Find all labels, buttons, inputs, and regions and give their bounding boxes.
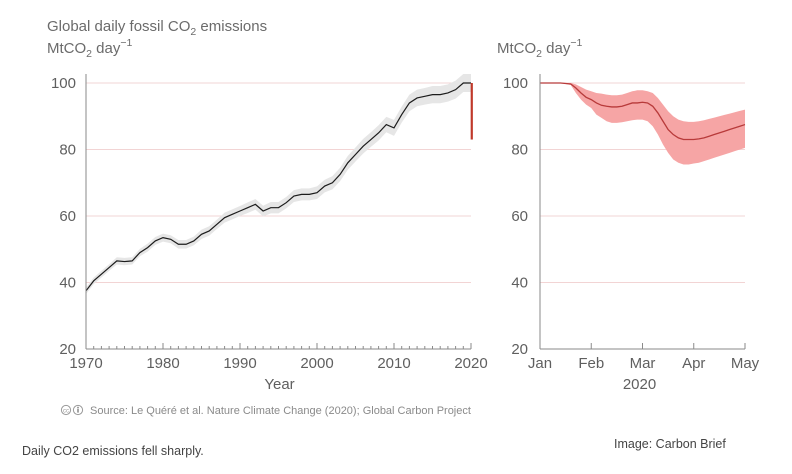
image-credit: Image: Carbon Brief [614,437,726,451]
right-x-tick-label: May [731,355,760,372]
left-x-tick-label: 2020 [454,355,487,372]
figure-svg: Global daily fossil CO2 emissions MtCO2 … [47,18,760,417]
right-x-tick-label: Apr [682,355,705,372]
creative-commons-icon: cc [60,404,84,416]
right-x-tick-label: Mar [630,355,656,372]
right-y-tick-label: 40 [511,275,528,292]
caption: Daily CO2 emissions fell sharply. [22,444,204,458]
left-y-tick-label: 60 [59,208,76,225]
right-chart: 20 40 60 80 100 Jan Feb Mar Apr May 2020 [503,74,760,393]
right-y-axis-label: MtCO2 day−1 [497,37,583,60]
left-x-tick-label: 1990 [223,355,256,372]
left-uncertainty-band [86,74,471,295]
left-x-axis-title: Year [264,376,294,393]
left-y-tick-label: 80 [59,142,76,159]
left-y-axis-label: MtCO2 day−1 [47,37,133,60]
right-uncertainty-band [540,83,745,165]
right-y-tick-label: 20 [511,341,528,358]
right-x-axis-title: 2020 [623,376,656,393]
right-emissions-line [540,82,746,141]
left-y-tick-label: 100 [51,75,76,92]
left-x-tick-label: 2000 [300,355,333,372]
figure-panel: Global daily fossil CO2 emissions MtCO2 … [47,18,760,417]
left-emissions-line [85,82,471,292]
right-y-tick-label: 60 [511,208,528,225]
source-text: Source: Le Quéré et al. Nature Climate C… [90,405,471,417]
left-x-tick-label: 2010 [377,355,410,372]
right-y-tick-label: 100 [503,75,528,92]
left-y-tick-label: 20 [59,341,76,358]
svg-text:cc: cc [63,409,69,415]
left-x-tick-label: 1970 [69,355,102,372]
right-x-tick-label: Jan [528,355,552,372]
left-x-tick-label: 1980 [146,355,179,372]
right-y-tick-label: 80 [511,142,528,159]
right-x-tick-label: Feb [578,355,604,372]
figure-title: Global daily fossil CO2 emissions [47,18,267,38]
left-y-tick-label: 40 [59,275,76,292]
left-chart: 20 40 60 80 100 1970 1980 1990 2000 2010 2020 Year [51,74,488,393]
